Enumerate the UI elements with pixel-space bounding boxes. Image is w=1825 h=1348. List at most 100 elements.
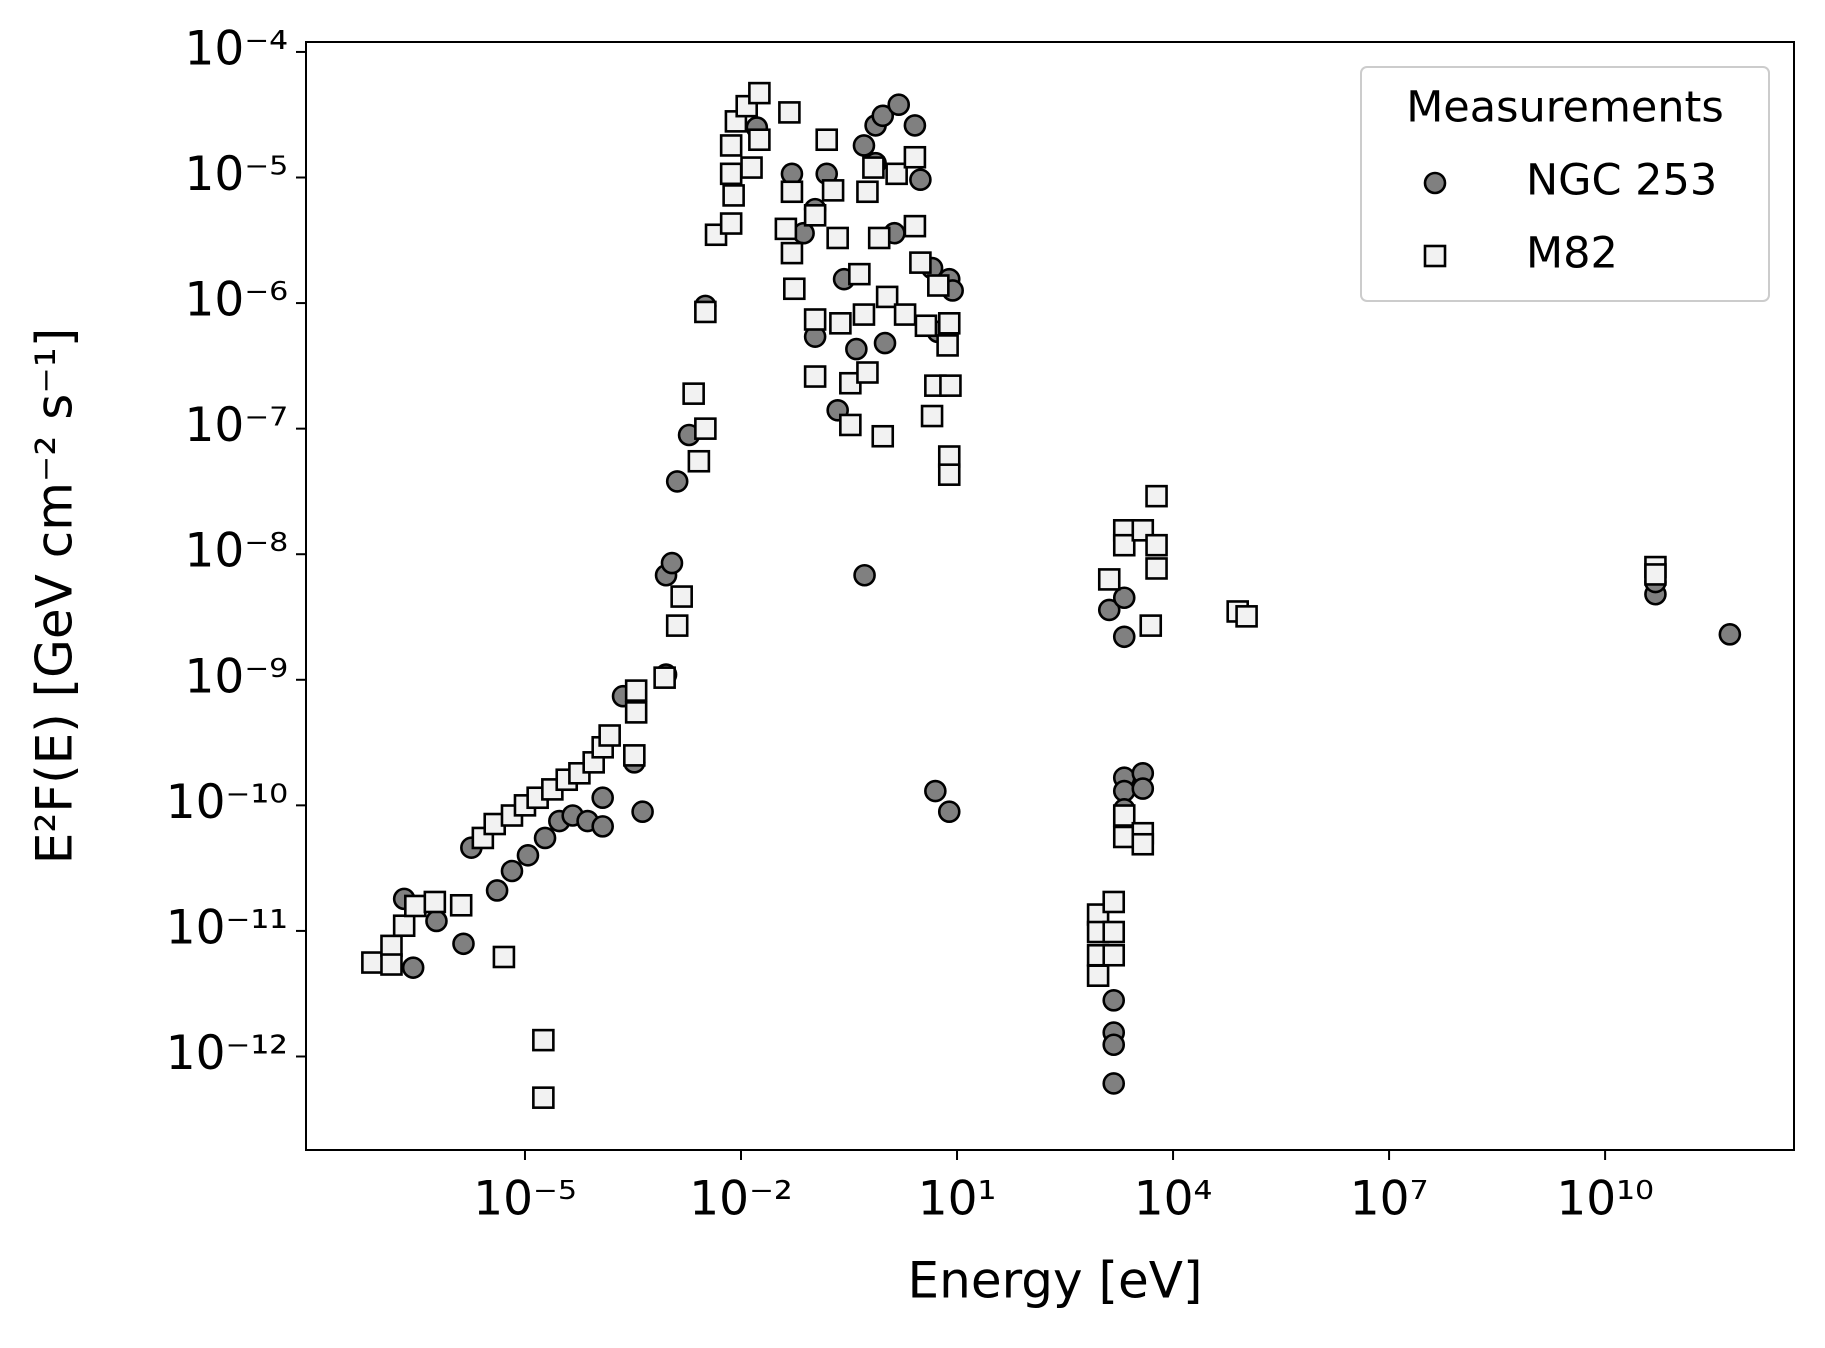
x-tick-label: 10¹⁰ bbox=[1556, 1172, 1654, 1227]
y-axis-label: E²F(E) [GeV cm⁻² s⁻¹] bbox=[26, 328, 84, 865]
marker bbox=[937, 463, 961, 486]
marker bbox=[1139, 614, 1163, 637]
marker bbox=[852, 134, 876, 157]
x-tick-label: 10¹ bbox=[918, 1172, 997, 1227]
marker bbox=[591, 815, 614, 838]
marker bbox=[533, 826, 557, 850]
marker bbox=[404, 894, 427, 918]
marker bbox=[887, 93, 911, 117]
marker bbox=[920, 404, 944, 428]
marker bbox=[740, 156, 763, 179]
marker bbox=[623, 744, 646, 767]
marker bbox=[783, 277, 806, 301]
marker bbox=[653, 666, 676, 689]
marker bbox=[694, 417, 717, 440]
marker bbox=[1086, 964, 1110, 987]
marker bbox=[914, 314, 938, 338]
marker bbox=[591, 786, 614, 810]
y-tick-label: 10⁻⁹ bbox=[185, 649, 288, 704]
marker bbox=[871, 104, 895, 128]
marker bbox=[1112, 825, 1136, 849]
marker bbox=[532, 1028, 555, 1052]
y-tick-label: 10⁻⁶ bbox=[185, 273, 288, 328]
legend-label: NGC 253 bbox=[1526, 156, 1717, 206]
marker bbox=[516, 844, 540, 867]
marker bbox=[719, 162, 743, 186]
marker bbox=[815, 128, 839, 152]
marker bbox=[380, 953, 403, 976]
marker bbox=[665, 470, 689, 493]
legend-box bbox=[1360, 66, 1770, 302]
marker bbox=[401, 956, 425, 979]
marker bbox=[826, 226, 849, 250]
marker bbox=[1102, 890, 1126, 914]
marker bbox=[687, 449, 711, 473]
legend-marker bbox=[1423, 171, 1447, 195]
marker bbox=[500, 859, 524, 883]
y-tick-label: 10⁻⁵ bbox=[185, 147, 288, 202]
marker bbox=[803, 308, 827, 331]
marker bbox=[624, 701, 648, 724]
marker bbox=[631, 800, 654, 824]
marker bbox=[1235, 605, 1258, 628]
marker bbox=[1102, 920, 1126, 944]
marker bbox=[780, 241, 804, 265]
marker bbox=[893, 303, 917, 326]
marker bbox=[1145, 557, 1168, 580]
marker bbox=[1112, 625, 1136, 649]
marker bbox=[903, 214, 927, 238]
marker bbox=[598, 724, 621, 747]
marker bbox=[829, 312, 852, 335]
legend-title: Measurements bbox=[1406, 83, 1724, 133]
marker bbox=[780, 180, 804, 204]
marker bbox=[848, 262, 871, 286]
marker bbox=[1102, 989, 1126, 1012]
marker bbox=[803, 204, 827, 227]
marker bbox=[361, 951, 384, 974]
legend-marker bbox=[1423, 244, 1447, 268]
marker bbox=[852, 303, 876, 326]
plot-frame bbox=[305, 41, 1795, 1151]
x-tick-label: 10⁴ bbox=[1134, 1172, 1213, 1227]
marker bbox=[1131, 777, 1155, 800]
marker bbox=[845, 337, 868, 361]
marker bbox=[909, 168, 932, 192]
marker bbox=[1112, 804, 1136, 827]
marker bbox=[1112, 533, 1136, 557]
marker bbox=[936, 334, 959, 357]
marker bbox=[939, 374, 962, 397]
marker bbox=[856, 361, 879, 384]
marker bbox=[748, 128, 771, 152]
marker bbox=[1718, 623, 1742, 646]
y-tick-label: 10⁻¹¹ bbox=[166, 900, 288, 955]
y-tick-label: 10⁻⁴ bbox=[185, 21, 288, 76]
marker bbox=[1112, 586, 1136, 610]
marker bbox=[1097, 568, 1121, 591]
marker bbox=[722, 184, 745, 207]
marker bbox=[774, 217, 798, 241]
marker bbox=[485, 879, 509, 902]
x-tick-label: 10⁻² bbox=[689, 1172, 792, 1227]
marker bbox=[452, 932, 475, 956]
marker bbox=[1097, 598, 1121, 622]
marker bbox=[392, 914, 416, 938]
marker bbox=[875, 285, 899, 309]
marker bbox=[1102, 1072, 1126, 1095]
marker bbox=[1131, 832, 1155, 856]
marker bbox=[624, 679, 648, 702]
marker bbox=[862, 156, 885, 179]
marker bbox=[853, 563, 876, 587]
marker bbox=[665, 614, 689, 637]
marker bbox=[670, 585, 693, 608]
x-axis-label: Energy [eV] bbox=[908, 1252, 1203, 1310]
marker bbox=[532, 1086, 555, 1109]
marker bbox=[682, 382, 705, 405]
marker bbox=[492, 945, 516, 969]
y-tick-label: 10⁻⁸ bbox=[185, 524, 288, 579]
marker bbox=[885, 162, 908, 186]
marker bbox=[719, 212, 743, 235]
marker bbox=[1102, 1033, 1126, 1057]
marker bbox=[748, 81, 771, 105]
y-tick-label: 10⁻¹² bbox=[166, 1026, 288, 1081]
